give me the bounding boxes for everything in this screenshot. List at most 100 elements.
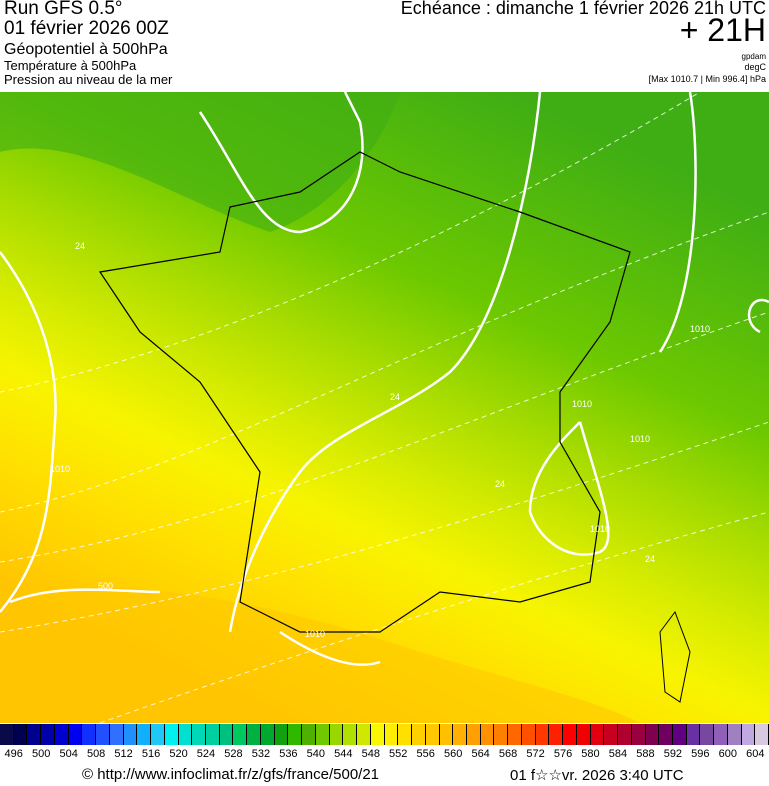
pressure-range: [Max 1010.7 | Min 996.4] hPa: [648, 74, 766, 84]
colorbar-cell: [618, 724, 632, 745]
colorbar-label: 532: [251, 748, 271, 760]
colorbar-cell: [439, 724, 454, 745]
colorbar-cell: [727, 724, 742, 745]
colorbar-cell: [755, 724, 769, 745]
isobars: [0, 92, 769, 666]
source-url[interactable]: © http://www.infoclimat.fr/z/gfs/france/…: [82, 766, 380, 783]
colorbar-cell: [604, 724, 619, 745]
colorbar-cell: [164, 724, 179, 745]
temperature-isotherms: [0, 92, 769, 723]
contour-label: 24: [495, 479, 505, 489]
colorbar-cell: [686, 724, 701, 745]
field-pressure: Pression au niveau de la mer: [4, 72, 173, 87]
contour-label: 1010: [630, 434, 650, 444]
colorbar-label: 524: [196, 748, 216, 760]
colorbar-label: 604: [746, 748, 765, 760]
colorbar-label: 556: [416, 748, 435, 760]
contour-label: 1010: [572, 399, 592, 409]
colorbar-cell: [82, 724, 97, 745]
colorbar-cell: [659, 724, 673, 745]
colorbar-label: 568: [498, 748, 518, 760]
colorbar-cell: [535, 724, 550, 745]
colorbar-cell: [329, 724, 344, 745]
colorbar-cell: [288, 724, 303, 745]
colorbar-cell: [398, 724, 413, 745]
colorbar-cell: [13, 724, 28, 745]
valid-time: Echéance : dimanche 1 février 2026 21h U…: [400, 0, 766, 18]
colorbar-cell: [219, 724, 234, 745]
colorbar-label: 528: [224, 748, 243, 760]
colorbar: [0, 724, 769, 745]
colorbar-cell: [480, 724, 495, 745]
colorbar-label: 576: [553, 748, 573, 760]
contour-label: 1010: [305, 629, 325, 639]
weather-map[interactable]: 24 24 24 1010 1010 1010 1010 1010 1010 2…: [0, 92, 769, 723]
colorbar-label: 592: [663, 748, 683, 760]
colorbar-cell: [576, 724, 591, 745]
colorbar-cell: [260, 724, 275, 745]
colorbar-label: 584: [608, 748, 628, 760]
colorbar-cell: [137, 724, 152, 745]
colorbar-cell: [123, 724, 138, 745]
colorbar-cell: [54, 724, 69, 745]
colorbar-cell: [453, 724, 467, 745]
run-date: 01 février 2026 00Z: [4, 18, 169, 39]
colorbar-cell: [343, 724, 358, 745]
colorbar-cell: [302, 724, 316, 745]
colorbar-cell: [96, 724, 110, 745]
colorbar-label: 516: [141, 748, 161, 760]
colorbar-cell: [151, 724, 165, 745]
colorbar-label: 588: [636, 748, 655, 760]
contour-label: 24: [645, 554, 655, 564]
colorbar-labels: 496 500 504 508 512 516 520 524 528 532 536 540 544 5…: [0, 748, 769, 762]
colorbar-cell: [563, 724, 577, 745]
colorbar-cell: [109, 724, 124, 745]
colorbar-cell: [466, 724, 481, 745]
colorbar-cell: [357, 724, 371, 745]
colorbar-cell: [741, 724, 756, 745]
colorbar-label: 520: [169, 748, 188, 760]
colorbar-label: 536: [279, 748, 298, 760]
colorbar-cell: [370, 724, 385, 745]
colorbar-cell: [521, 724, 536, 745]
colorbar-label: 540: [306, 748, 326, 760]
field-temperature: Température à 500hPa: [4, 58, 137, 73]
colorbar-label: 504: [59, 748, 78, 760]
corsica-outline: [659, 610, 691, 703]
field-geopotential: Géopotentiel à 500hPa: [4, 41, 168, 58]
contour-label: 24: [75, 241, 85, 251]
colorbar-cell: [631, 724, 646, 745]
colorbar-cell: [27, 724, 42, 745]
colorbar-cell: [549, 724, 564, 745]
unit-gpdam: gpdam: [741, 52, 766, 61]
contour-label: 24: [390, 392, 400, 402]
colorbar-cell: [384, 724, 399, 745]
colorbar-cell: [508, 724, 522, 745]
colorbar-cell: [590, 724, 605, 745]
france-outline: [98, 151, 631, 633]
colorbar-label: 508: [86, 748, 106, 760]
colorbar-cell: [714, 724, 728, 745]
lead-time: + 21H: [679, 12, 766, 48]
colorbar-label: 572: [526, 748, 545, 760]
colorbar-cell: [0, 724, 14, 745]
colorbar-cell: [412, 724, 426, 745]
colorbar-label: 564: [471, 748, 490, 760]
colorbar-cell: [425, 724, 440, 745]
colorbar-label: 580: [581, 748, 600, 760]
contour-label: 1010: [590, 524, 610, 534]
contour-label: 1010: [50, 464, 70, 474]
contour-labels: 24 24 24 1010 1010 1010 1010 1010 1010 2…: [50, 241, 710, 639]
geopotential-band-low: [0, 92, 400, 232]
colorbar-cell: [274, 724, 289, 745]
colorbar-cell: [494, 724, 509, 745]
colorbar-label: 512: [114, 748, 133, 760]
colorbar-cell: [672, 724, 687, 745]
colorbar-cell: [645, 724, 660, 745]
colorbar-cell: [68, 724, 83, 745]
colorbar-label: 496: [4, 748, 23, 760]
colorbar-cell: [41, 724, 55, 745]
contour-label: 500: [98, 581, 113, 591]
colorbar-cell: [700, 724, 715, 745]
